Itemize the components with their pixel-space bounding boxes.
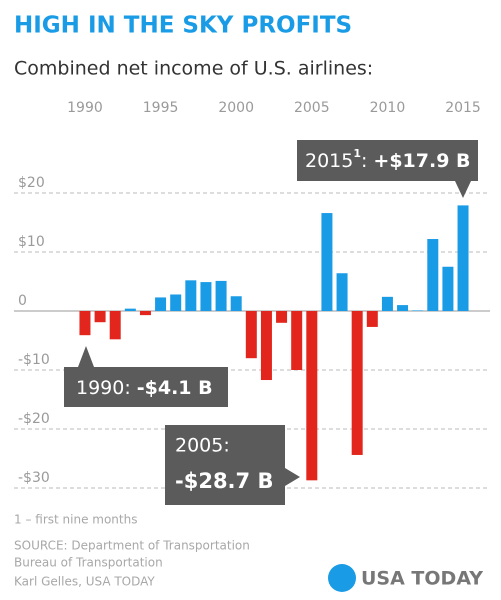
chart-title: HIGH IN THE SKY PROFITS [14,13,352,39]
callout-box [165,425,300,505]
bar [442,266,454,311]
footnote: 1 – first nine months [14,513,137,527]
subtitle: Combined net income of U.S. airlines: [14,58,373,80]
bar [321,213,333,311]
bar [170,294,182,311]
bar [351,311,363,455]
logo: USA TODAY [361,568,483,590]
callout-text: 20151: +$17.9 B [305,147,471,172]
bar [230,296,242,311]
callout-sep: : [361,150,367,172]
bar [245,311,257,359]
y-tick-label: 0 [18,293,27,309]
x-tick-label: 1990 [67,100,103,116]
bar [427,239,439,311]
y-tick-label: $20 [18,175,45,191]
bar [109,311,121,340]
bar [397,305,409,311]
credit: Karl Gelles, USA TODAY [14,575,155,589]
bar [306,311,318,481]
x-tick-label: 2015 [445,100,481,116]
bar [366,311,378,327]
bar [200,282,212,311]
callout-sup: 1 [353,147,361,160]
bar [457,205,469,311]
callout-value: +$17.9 B [373,150,470,172]
bar [94,311,106,323]
callout-value: -$4.1 B [137,377,213,399]
bar [139,311,151,316]
bar [381,296,393,311]
callout-box [64,346,228,407]
bar [79,311,91,336]
bar [155,297,167,311]
bar [124,308,136,311]
x-tick-label: 2005 [294,100,330,116]
callout-label: 2015 [305,150,353,172]
y-tick-label: -$10 [18,352,50,368]
x-tick-label: 1995 [143,100,179,116]
callout-text: 1990: -$4.1 B [76,377,213,399]
bar [185,280,197,311]
y-tick-label: -$20 [18,411,50,427]
bar [336,273,348,311]
callout-box [297,140,478,198]
bar [412,310,424,311]
logo-circle [328,564,356,592]
y-tick-label: -$30 [18,470,50,486]
bar [215,280,227,311]
source-line: SOURCE: Department of Transportation [14,539,250,553]
bar [276,311,288,323]
bar [291,311,303,370]
callout-value: -$28.7 B [175,469,273,493]
x-tick-label: 2000 [218,100,254,116]
x-tick-label: 2010 [370,100,406,116]
y-tick-label: $10 [18,234,45,250]
bar [260,311,272,381]
callout-label: 1990: [76,377,131,399]
source-line: Bureau of Transportation [14,556,163,570]
callout-label: 2005: [175,435,230,457]
